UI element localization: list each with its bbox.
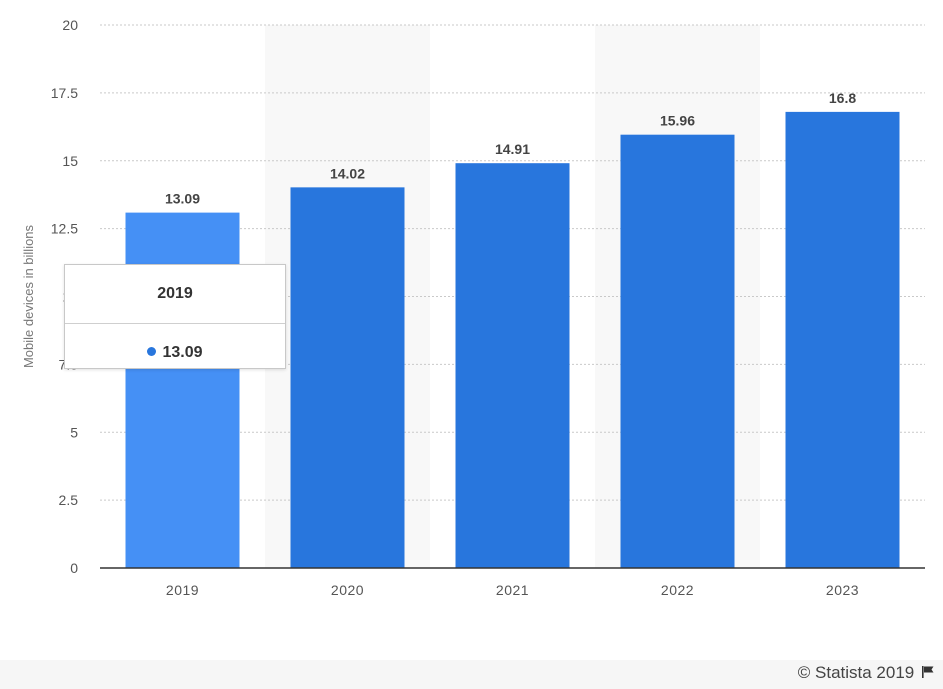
y-tick-label: 15 <box>62 153 78 169</box>
x-tick-label-2021: 2021 <box>496 582 529 598</box>
data-label-2020: 14.02 <box>330 165 365 181</box>
y-tick-label: 0 <box>70 560 78 576</box>
data-label-2021: 14.91 <box>495 141 530 157</box>
bar-2020[interactable] <box>290 187 405 568</box>
tooltip-value-row: 13.09 <box>65 324 285 370</box>
bar-2021[interactable] <box>455 163 570 569</box>
tooltip-title: 2019 <box>65 265 285 324</box>
data-label-2023: 16.8 <box>829 90 856 106</box>
bar-2023[interactable] <box>785 111 900 568</box>
x-tick-label-2022: 2022 <box>661 582 694 598</box>
footer: © Statista 2019 <box>0 660 943 689</box>
x-tick-label-2023: 2023 <box>826 582 859 598</box>
tooltip: 2019 13.09 <box>64 264 286 369</box>
x-tick-label-2019: 2019 <box>166 582 199 598</box>
tooltip-value: 13.09 <box>162 344 203 361</box>
data-labels: 13.09 14.02 14.91 15.96 16.8 <box>165 90 856 207</box>
series-dot-icon <box>147 347 157 356</box>
y-tick-label: 5 <box>70 424 78 440</box>
y-tick-label: 12.5 <box>51 221 78 237</box>
credit-text: © Statista 2019 <box>797 663 915 682</box>
credit-link[interactable]: © Statista 2019 <box>798 663 935 683</box>
data-label-2022: 15.96 <box>660 113 695 129</box>
data-label-2019: 13.09 <box>165 191 200 207</box>
x-tick-label-2020: 2020 <box>331 582 364 598</box>
x-axis-tick-labels: 2019 2020 2021 2022 2023 <box>166 582 859 598</box>
flag-icon[interactable] <box>921 665 935 679</box>
bar-2022[interactable] <box>620 134 735 568</box>
y-tick-label: 17.5 <box>51 85 78 101</box>
y-axis-title: Mobile devices in billions <box>21 224 36 368</box>
y-tick-label: 20 <box>62 17 78 33</box>
bars[interactable] <box>125 111 900 569</box>
y-tick-label: 2.5 <box>59 492 79 508</box>
